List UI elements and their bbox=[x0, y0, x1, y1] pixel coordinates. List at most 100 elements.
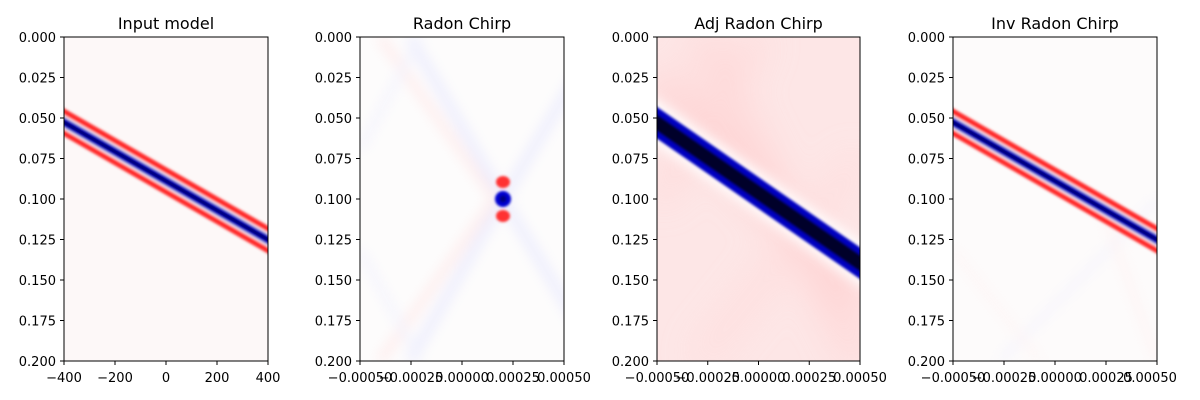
y-tick-label: 0.050 bbox=[908, 112, 945, 127]
y-tick-label: 0.150 bbox=[19, 274, 56, 289]
y-tick-label: 0.175 bbox=[19, 315, 56, 330]
y-tick-label: 0.000 bbox=[908, 31, 945, 46]
x-tick-label: −0.00025 bbox=[379, 371, 444, 386]
y-tick-label: 0.100 bbox=[19, 193, 56, 208]
panel-radon-chirp: Radon Chirp bbox=[315, 14, 591, 386]
y-tick-label: 0.050 bbox=[19, 112, 56, 127]
y-tick-label: 0.125 bbox=[315, 234, 352, 249]
butterfly-arm bbox=[376, 196, 499, 361]
panel-inv-radon-chirp: Inv Radon Chirp −0.00050 bbox=[908, 14, 1177, 386]
x-tick-label: −400 bbox=[46, 371, 82, 386]
x-tick-label: 0.00000 bbox=[732, 371, 786, 386]
heatmap-image bbox=[953, 108, 1157, 361]
focus-red-lobe-bottom bbox=[496, 210, 510, 222]
y-tick-label: 0.025 bbox=[612, 72, 649, 87]
y-tick-label: 0.200 bbox=[19, 355, 56, 370]
x-tick-label: −0.00025 bbox=[675, 371, 740, 386]
event-dark-core bbox=[64, 120, 268, 242]
y-tick-label: 0.025 bbox=[908, 72, 945, 87]
y-axis: 0.000 0.025 0.050 0.075 0.100 0.125 0.15… bbox=[612, 31, 657, 370]
y-tick-label: 0.050 bbox=[612, 112, 649, 127]
x-tick-label: 0.00050 bbox=[1123, 371, 1177, 386]
panel-title: Input model bbox=[118, 14, 214, 33]
event-red-lobe-lower bbox=[64, 129, 268, 254]
butterfly-arm bbox=[376, 37, 499, 202]
y-tick-label: 0.100 bbox=[315, 193, 352, 208]
x-tick-label: 0.00050 bbox=[833, 371, 887, 386]
heatmap-image bbox=[657, 37, 860, 361]
y-tick-label: 0.150 bbox=[315, 274, 352, 289]
y-tick-label: 0.125 bbox=[19, 234, 56, 249]
focus-dark-core bbox=[499, 195, 507, 203]
y-tick-label: 0.000 bbox=[19, 31, 56, 46]
butterfly-arm bbox=[405, 196, 508, 361]
x-tick-label: −0.00050 bbox=[921, 371, 986, 386]
panel-adj-radon-chirp: Adj Radon Chirp −0.00050 bbox=[612, 14, 887, 386]
artifact-streak bbox=[953, 248, 1042, 361]
y-tick-label: 0.000 bbox=[315, 31, 352, 46]
x-axis: −0.00050 −0.00025 0.00000 0.00025 0.0005… bbox=[921, 361, 1177, 386]
y-tick-label: 0.175 bbox=[908, 315, 945, 330]
x-tick-label: 400 bbox=[256, 371, 281, 386]
x-tick-label: 0.00050 bbox=[537, 371, 591, 386]
y-tick-label: 0.025 bbox=[19, 72, 56, 87]
x-tick-label: 0.00000 bbox=[435, 371, 489, 386]
x-tick-label: 0 bbox=[162, 371, 170, 386]
y-tick-label: 0.175 bbox=[612, 315, 649, 330]
y-tick-label: 0.025 bbox=[315, 72, 352, 87]
y-tick-label: 0.050 bbox=[315, 112, 352, 127]
artifact-streak bbox=[1097, 199, 1157, 361]
y-tick-label: 0.075 bbox=[612, 153, 649, 168]
x-axis: −0.00050 −0.00025 0.00000 0.00025 0.0005… bbox=[328, 361, 591, 386]
y-tick-label: 0.100 bbox=[612, 193, 649, 208]
x-axis: −400 −200 0 200 400 bbox=[46, 361, 280, 386]
y-tick-label: 0.075 bbox=[908, 153, 945, 168]
y-tick-label: 0.125 bbox=[612, 234, 649, 249]
y-tick-label: 0.200 bbox=[315, 355, 352, 370]
y-tick-label: 0.000 bbox=[612, 31, 649, 46]
x-tick-label: −0.00025 bbox=[972, 371, 1037, 386]
event-red-lobe-upper bbox=[953, 108, 1157, 233]
event-white-gap-lower bbox=[953, 126, 1157, 247]
y-tick-label: 0.150 bbox=[908, 274, 945, 289]
y-axis: 0.000 0.025 0.050 0.075 0.100 0.125 0.15… bbox=[315, 31, 360, 370]
x-axis: −0.00050 −0.00025 0.00000 0.00025 0.0005… bbox=[625, 361, 887, 386]
y-tick-label: 0.075 bbox=[19, 153, 56, 168]
butterfly-arm bbox=[360, 37, 423, 152]
butterfly-arm bbox=[498, 196, 564, 311]
y-axis: 0.000 0.025 0.050 0.075 0.100 0.125 0.15… bbox=[19, 31, 64, 370]
event-white-gap-upper bbox=[953, 115, 1157, 236]
panel-title: Adj Radon Chirp bbox=[694, 14, 823, 33]
butterfly-arm bbox=[360, 248, 423, 361]
panel-title: Radon Chirp bbox=[413, 14, 511, 33]
event-dark-core bbox=[953, 120, 1157, 242]
y-tick-label: 0.150 bbox=[612, 274, 649, 289]
panel-input-model: Input model −400 −200 0 200 400 bbox=[19, 14, 281, 386]
event-white-gap-lower bbox=[64, 126, 268, 247]
y-tick-label: 0.175 bbox=[315, 315, 352, 330]
y-tick-label: 0.075 bbox=[315, 153, 352, 168]
x-tick-label: 0.00000 bbox=[1028, 371, 1082, 386]
event-dark-core bbox=[657, 114, 860, 272]
x-tick-label: −200 bbox=[97, 371, 133, 386]
y-tick-label: 0.200 bbox=[612, 355, 649, 370]
y-tick-label: 0.200 bbox=[908, 355, 945, 370]
background-streak bbox=[692, 153, 860, 361]
event-red-lobe-lower bbox=[953, 129, 1157, 254]
focus-red-lobe-top bbox=[496, 176, 510, 188]
y-tick-label: 0.125 bbox=[908, 234, 945, 249]
plot-area bbox=[953, 37, 1157, 361]
x-tick-label: 0.00025 bbox=[486, 371, 540, 386]
panel-title: Inv Radon Chirp bbox=[991, 14, 1119, 33]
butterfly-arm bbox=[498, 87, 564, 202]
plot-area bbox=[64, 37, 268, 361]
butterfly-arm bbox=[405, 37, 508, 202]
x-tick-label: −0.00050 bbox=[328, 371, 393, 386]
event-white-gap-upper bbox=[64, 115, 268, 236]
heatmap-image bbox=[64, 108, 268, 254]
x-tick-label: −0.00050 bbox=[625, 371, 690, 386]
event-red-lobe-upper bbox=[64, 108, 268, 233]
x-tick-label: 0.00025 bbox=[782, 371, 836, 386]
y-tick-label: 0.100 bbox=[908, 193, 945, 208]
